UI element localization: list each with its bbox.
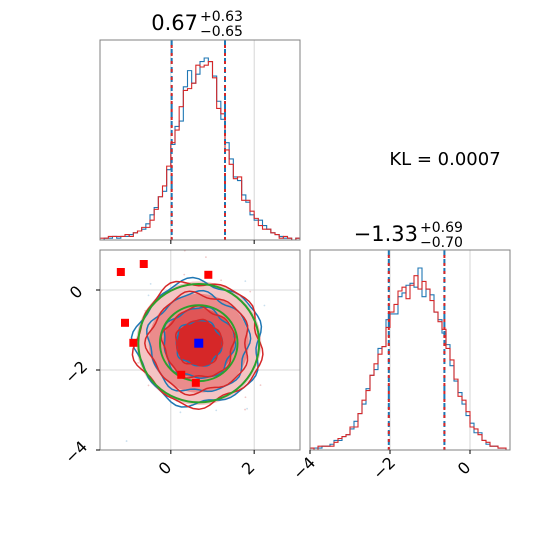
joint-panel	[100, 250, 304, 450]
scatter-point	[244, 280, 247, 283]
joint-frame	[99, 249, 301, 451]
hist-step-p1-1	[100, 61, 300, 240]
title-p1-value: 0.67	[151, 11, 198, 35]
contour-b-2	[144, 290, 249, 396]
scatter-point	[244, 396, 247, 399]
hist-step-p1-0	[100, 57, 300, 240]
right-xtick-label-0: −4	[289, 453, 319, 483]
joint-ytick-label-1: −2	[61, 357, 91, 387]
scatter-point	[302, 331, 304, 333]
title-p2-value: −1.33	[354, 222, 418, 246]
red-marker-1	[139, 260, 148, 268]
contour-a-1	[163, 306, 237, 379]
title-p2-minus: −0.70	[420, 235, 463, 251]
scatter-point	[244, 408, 246, 411]
scatter-point	[215, 409, 218, 412]
title-p1-plus: +0.63	[200, 9, 243, 25]
red-marker-5	[177, 370, 186, 379]
scatter-point	[149, 282, 152, 285]
red-marker-0	[116, 268, 125, 276]
scatter-point	[220, 279, 223, 282]
red-marker-4	[129, 338, 138, 347]
right-xtick-label-2: 0	[454, 458, 475, 479]
scatter-point	[263, 304, 266, 307]
scatter-point	[179, 411, 182, 414]
red-marker-2	[204, 270, 213, 279]
right-xtick-label-1: −2	[369, 453, 399, 483]
kl-annotation: KL = 0.0007	[389, 149, 500, 170]
red-marker-6	[191, 378, 200, 387]
truth-marker	[194, 338, 204, 348]
hist-step-p2-1	[310, 275, 510, 450]
hist-frame-p2	[309, 249, 511, 451]
contour-b-0	[175, 318, 224, 367]
title-p1-minus: −0.65	[200, 24, 243, 40]
hist-frame-p1	[99, 39, 301, 241]
fit-ellipse-1	[137, 283, 261, 404]
joint-ytick-label-2: 0	[66, 282, 87, 303]
scatter-point	[125, 440, 128, 442]
hist-panel-p1	[100, 40, 300, 240]
scatter-point	[137, 361, 139, 364]
red-marker-3	[121, 318, 129, 327]
hist-panel-p2	[310, 250, 510, 450]
scatter-point	[147, 384, 150, 387]
scatter-point	[205, 256, 207, 258]
joint-xtick-label-0: 0	[155, 458, 176, 479]
scatter-point	[183, 273, 186, 276]
scatter-point	[246, 407, 248, 410]
contour-b-1	[160, 305, 236, 379]
scatter-point	[259, 384, 262, 387]
joint-xtick-label-1: 2	[238, 458, 259, 479]
title-p2-plus: +0.69	[420, 220, 463, 236]
scatter-point	[249, 290, 252, 293]
scatter-point	[147, 294, 150, 297]
joint-ytick-label-0: −4	[61, 437, 91, 467]
